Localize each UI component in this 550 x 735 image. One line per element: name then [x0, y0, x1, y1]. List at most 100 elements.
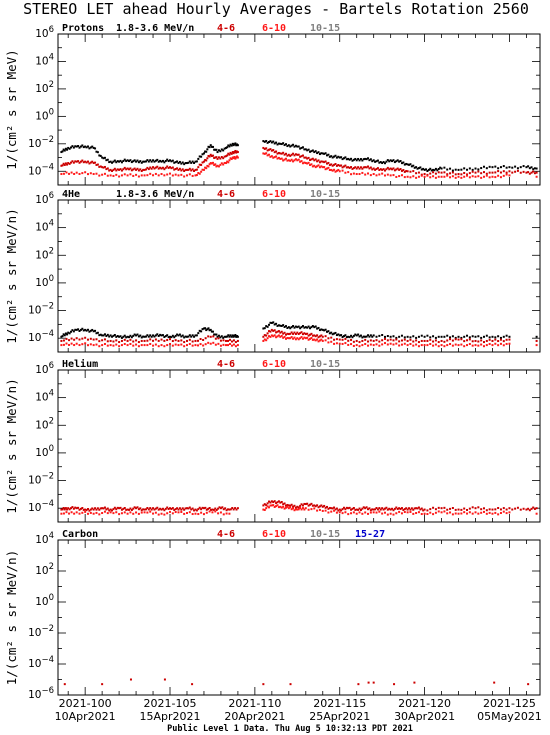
data-point	[451, 344, 454, 347]
data-point	[129, 342, 132, 345]
data-point	[300, 503, 303, 506]
data-point	[277, 330, 280, 333]
data-point	[405, 170, 408, 173]
data-point	[463, 511, 466, 514]
data-point	[408, 507, 411, 510]
legend-entry: 10-15	[310, 23, 340, 34]
data-point	[395, 342, 398, 345]
data-point	[78, 508, 81, 511]
data-point	[497, 513, 500, 516]
data-point	[163, 509, 166, 512]
data-point	[101, 683, 104, 686]
data-point	[409, 170, 412, 173]
data-point	[149, 507, 152, 510]
data-point	[299, 337, 302, 340]
data-point	[416, 507, 419, 510]
data-point	[70, 342, 73, 345]
data-point	[112, 334, 115, 337]
data-point	[184, 168, 187, 171]
data-point	[272, 504, 275, 507]
data-point	[313, 159, 316, 162]
data-point	[195, 334, 198, 337]
data-point	[265, 325, 268, 328]
data-point	[292, 143, 295, 146]
data-point	[316, 504, 319, 507]
series	[60, 321, 538, 339]
data-point	[86, 145, 89, 148]
data-point	[392, 343, 395, 346]
data-point	[378, 507, 381, 510]
data-point	[132, 174, 135, 177]
data-point	[323, 504, 326, 507]
data-point	[282, 142, 285, 145]
data-point	[112, 512, 115, 515]
data-point	[156, 158, 159, 161]
data-point	[209, 328, 212, 331]
data-point	[324, 339, 327, 342]
data-point	[154, 338, 157, 341]
data-point	[68, 332, 71, 335]
data-point	[392, 159, 395, 162]
data-point	[532, 170, 535, 173]
data-point	[81, 343, 84, 346]
data-point	[303, 156, 306, 159]
data-point	[335, 164, 338, 167]
data-point	[300, 146, 303, 149]
data-point	[505, 512, 508, 515]
data-point	[432, 340, 435, 343]
data-point	[85, 146, 88, 149]
data-point	[99, 507, 102, 510]
data-point	[86, 173, 89, 176]
data-point	[303, 326, 306, 329]
data-point	[146, 506, 149, 509]
data-point	[299, 327, 302, 330]
data-point	[352, 334, 355, 337]
data-point	[375, 335, 378, 338]
data-point	[463, 172, 466, 175]
data-point	[236, 335, 239, 338]
data-point	[266, 505, 269, 508]
data-point	[402, 508, 405, 511]
data-point	[228, 342, 231, 345]
data-point	[132, 512, 135, 515]
data-point	[160, 160, 163, 163]
data-point	[115, 335, 118, 338]
data-point	[369, 509, 372, 512]
data-point	[217, 507, 220, 510]
data-point	[86, 328, 89, 331]
data-point	[225, 146, 228, 149]
data-point	[191, 513, 194, 516]
data-point	[223, 161, 226, 164]
data-point	[195, 509, 198, 512]
data-point	[334, 154, 337, 157]
data-point	[528, 172, 531, 175]
data-point	[173, 161, 176, 164]
data-point	[309, 159, 312, 162]
data-point	[102, 157, 105, 160]
data-point	[395, 160, 398, 163]
data-point	[311, 157, 314, 160]
data-point	[287, 159, 290, 162]
data-point	[296, 159, 299, 162]
data-point	[95, 172, 98, 175]
data-point	[181, 161, 184, 164]
data-point	[115, 511, 118, 514]
data-point	[460, 168, 463, 171]
data-point	[279, 501, 282, 504]
data-point	[89, 337, 92, 340]
data-point	[68, 512, 71, 515]
data-point	[180, 511, 183, 514]
data-point	[265, 334, 268, 337]
data-point	[331, 164, 334, 167]
data-point	[268, 500, 271, 503]
data-point	[514, 165, 517, 168]
y-tick-label: 10−4	[28, 329, 54, 344]
data-point	[236, 507, 239, 510]
data-point	[213, 163, 216, 166]
data-point	[70, 146, 73, 149]
data-point	[190, 508, 193, 511]
data-point	[154, 334, 157, 337]
data-point	[350, 512, 353, 515]
data-point	[378, 510, 381, 513]
data-point	[333, 506, 336, 509]
